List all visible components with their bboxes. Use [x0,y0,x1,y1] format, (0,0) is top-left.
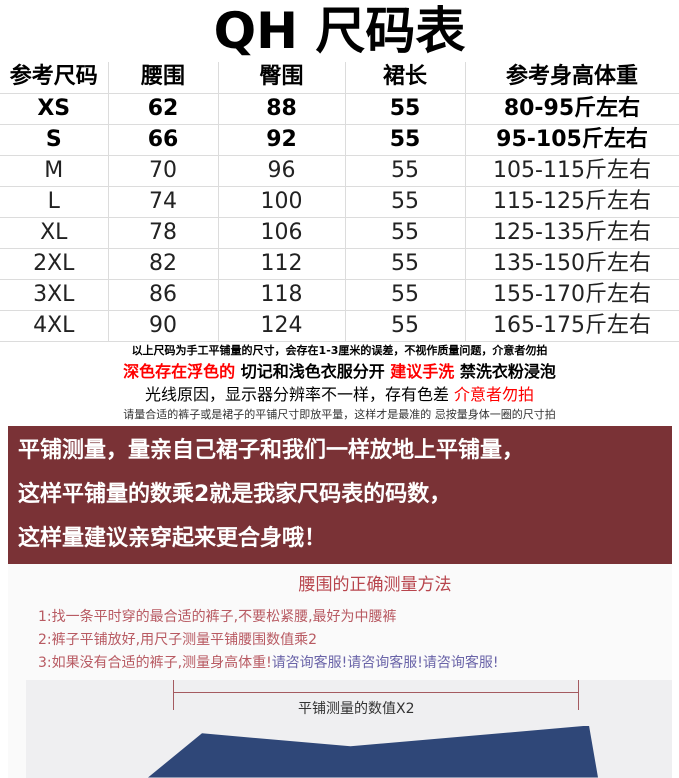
cell: 55 [345,217,466,249]
cell: 82 [108,248,219,280]
cell: 165-175斤左右 [465,310,679,342]
cell: 74 [108,186,219,218]
cell: 118 [218,279,346,311]
table-row: L 74 100 55 115-125斤左右 [0,186,679,218]
note-text: 介意者勿拍 [454,384,535,404]
note-flat-measure: 请量合适的裤子或是裙子的平铺尺寸即放平量，这样才是最准的 忌按量身体一圈的尺寸拍 [0,405,679,424]
cell: 135-150斤左右 [465,248,679,280]
cell: 124 [218,310,346,342]
banner-line: 这样量建议亲穿起来更合身哦！ [18,525,327,551]
size-table: 参考尺码 腰围 臀围 裙长 参考身高体重 XS 62 88 55 80-95斤左右 S 66 92 55 9… [0,62,679,342]
cell: 66 [108,124,219,156]
cell: 105-115斤左右 [465,155,679,187]
cell: 2XL [0,248,109,280]
cell: 3XL [0,279,109,311]
measure-arrow-icon [173,691,578,693]
cell: 78 [108,217,219,249]
cell: 92 [218,124,346,156]
step-2: 2:裤子平铺放好,用尺子测量平铺腰围数值乘2 [38,631,317,648]
cell: 参考尺码 [0,62,109,94]
note-text: 光线原因，显示器分辨率不一样，存有色差 [144,384,455,404]
step-text: 请咨询客服!请咨询客服!请咨询客服! [271,654,499,671]
measurement-banner: 平铺测量，量亲自己裙子和我们一样放地上平铺量， 这样平铺量的数乘2就是我家尺码表… [8,425,672,564]
measure-tick [173,679,174,710]
cell: 55 [345,310,466,342]
cell: 90 [108,310,219,342]
table-row: XS 62 88 55 80-95斤左右 [0,93,679,125]
table-row: S 66 92 55 95-105斤左右 [0,124,679,156]
cell: 88 [218,93,346,125]
cell: L [0,186,109,218]
page-title: QH 尺码表 [0,0,679,62]
cell: 95-105斤左右 [465,124,679,156]
cell: 106 [218,217,346,249]
cell: 55 [345,279,466,311]
cell: XL [0,217,109,249]
measure-label: 平铺测量的数值X2 [298,700,415,717]
cell: 112 [218,248,346,280]
cell: 参考身高体重 [465,62,679,94]
cell: 裙长 [345,62,466,94]
cell: 55 [345,93,466,125]
note-washing: 深色存在浮色的 切记和浅色衣服分开 建议手洗 禁洗衣粉浸泡 [0,359,679,383]
table-row: M 70 96 55 105-115斤左右 [0,155,679,187]
cell: XS [0,93,109,125]
note-text: 建议手洗 [390,361,455,381]
cell: 100 [218,186,346,218]
table-row: XL 78 106 55 125-135斤左右 [0,217,679,249]
cell: 80-95斤左右 [465,93,679,125]
cell: 125-135斤左右 [465,217,679,249]
cell: 62 [108,93,219,125]
cell: 臀围 [218,62,346,94]
cell: 115-125斤左右 [465,186,679,218]
banner-line: 这样平铺量的数乘2就是我家尺码表的码数， [18,481,452,507]
note-measurement-error: 以上尺码为手工平铺量的尺寸，会存在1-3厘米的误差，不视作质量问题，介意者勿拍 [0,341,679,360]
cell: S [0,124,109,156]
note-color-difference: 光线原因，显示器分辨率不一样，存有色差 介意者勿拍 [0,382,679,406]
cell: 55 [345,186,466,218]
photo-title: 腰围的正确测量方法 [298,574,452,595]
note-text: 深色存在浮色的 [123,361,236,381]
cell: 55 [345,155,466,187]
cell: 4XL [0,310,109,342]
cell: 55 [345,124,466,156]
note-text: 禁洗衣粉浸泡 [454,361,556,381]
cell: 86 [108,279,219,311]
step-1: 1:找一条平时穿的最合适的裤子,不要松紧腰,最好为中腰裤 [38,608,397,625]
step-text: 3:如果没有合适的裤子,测量身高体重! [38,654,272,671]
measure-tick [578,679,579,710]
banner-line: 平铺测量，量亲自己裙子和我们一样放地上平铺量， [18,437,525,463]
measurement-photo: 腰围的正确测量方法 1:找一条平时穿的最合适的裤子,不要松紧腰,最好为中腰裤 2… [8,563,672,778]
cell: 155-170斤左右 [465,279,679,311]
table-row: 3XL 86 118 55 155-170斤左右 [0,279,679,311]
cell: M [0,155,109,187]
cell: 腰围 [108,62,219,94]
cell: 55 [345,248,466,280]
header-row: 参考尺码 腰围 臀围 裙长 参考身高体重 [0,62,679,94]
notes: 以上尺码为手工平铺量的尺寸，会存在1-3厘米的误差，不视作质量问题，介意者勿拍 … [0,341,679,424]
cell: 96 [218,155,346,187]
table-row: 2XL 82 112 55 135-150斤左右 [0,248,679,280]
note-text: 切记和浅色衣服分开 [235,361,391,381]
cell: 70 [108,155,219,187]
step-3: 3:如果没有合适的裤子,测量身高体重!请咨询客服!请咨询客服!请咨询客服! [38,654,499,672]
table-row: 4XL 90 124 55 165-175斤左右 [0,310,679,342]
